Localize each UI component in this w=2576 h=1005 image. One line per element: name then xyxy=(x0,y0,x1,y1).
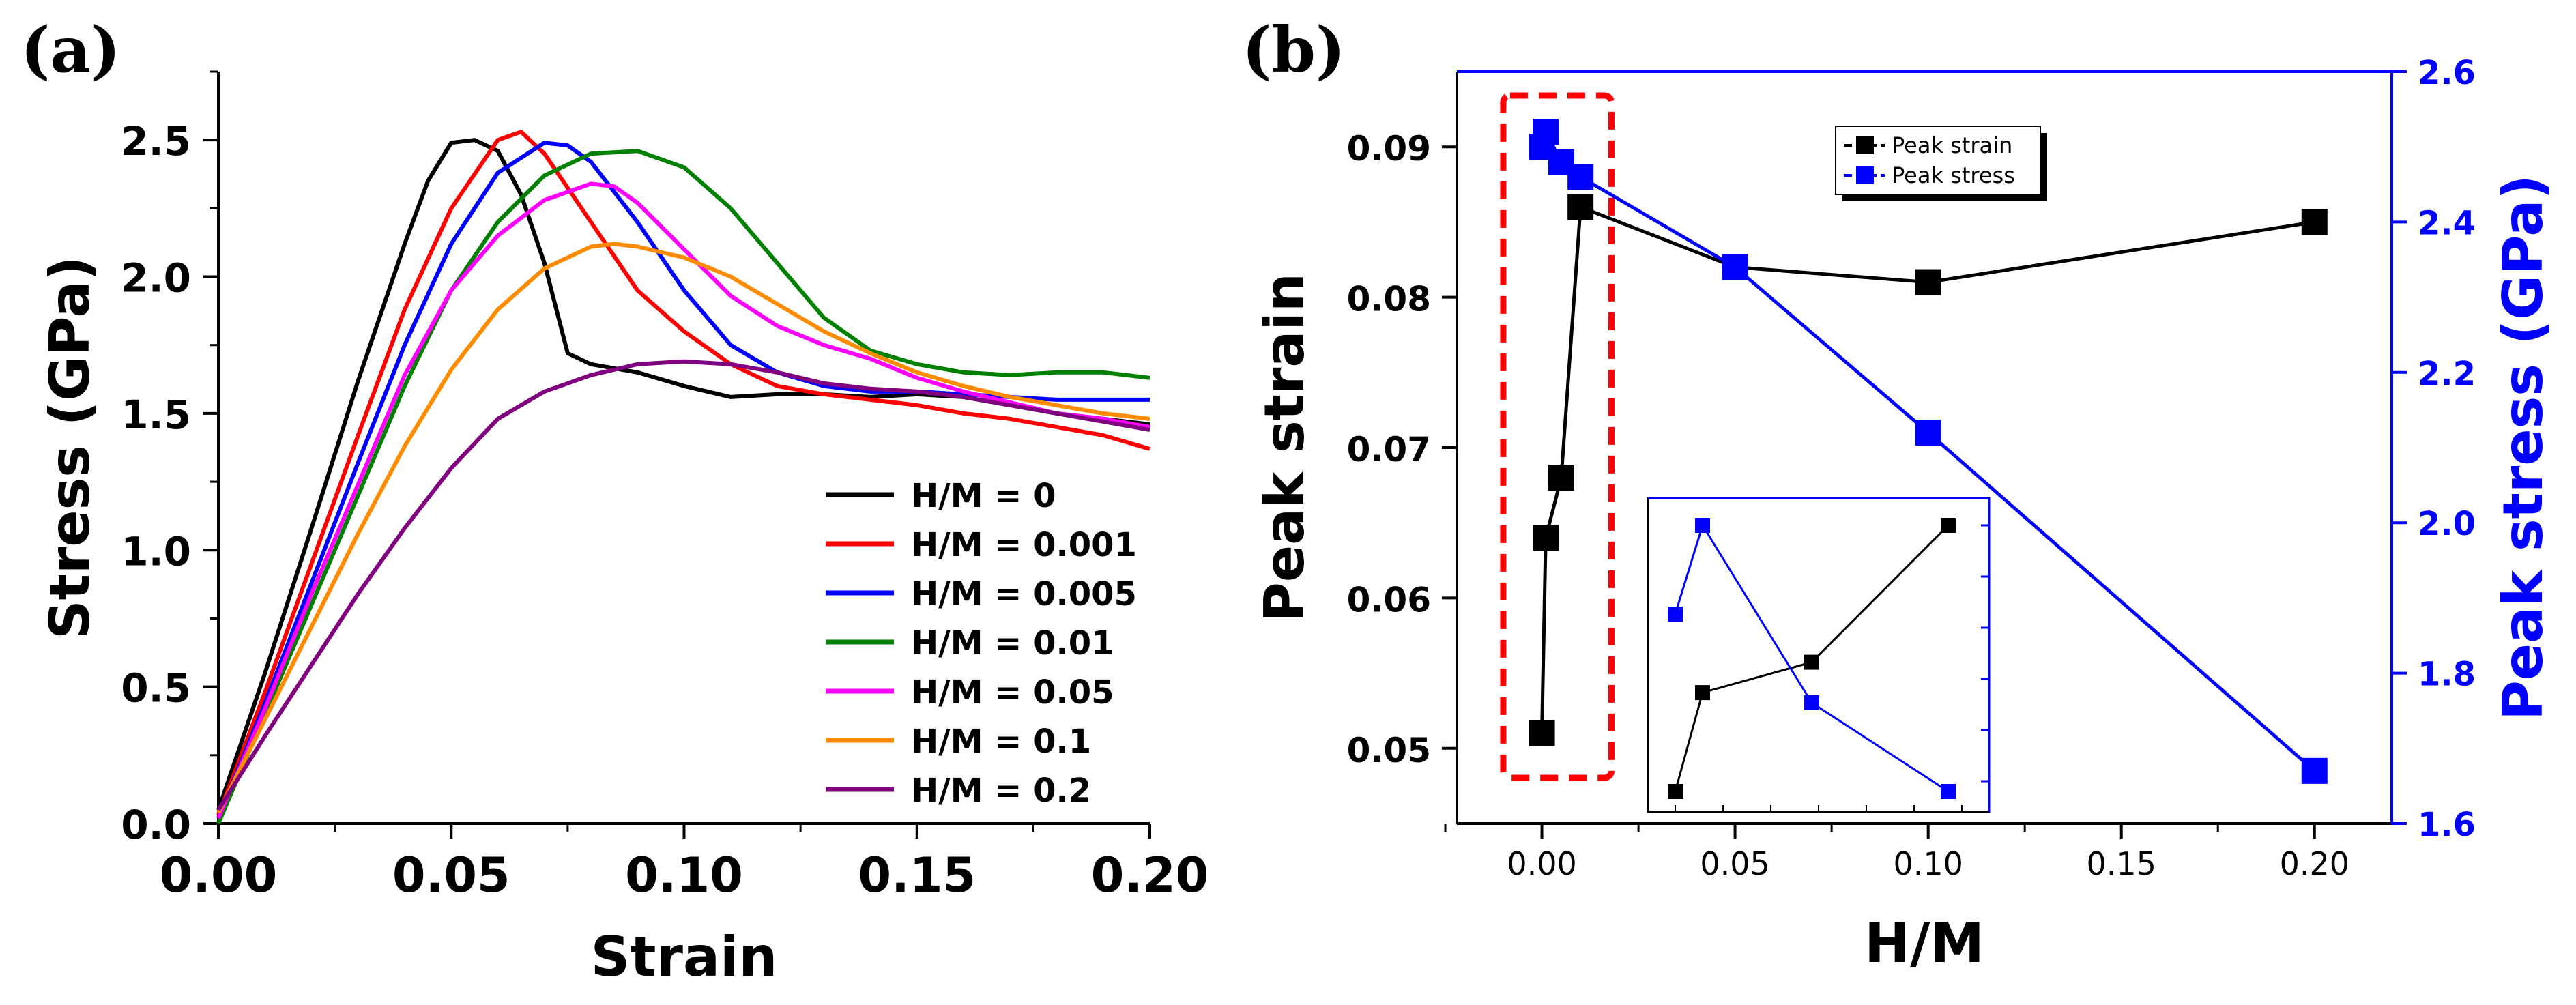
left-y-tick-label: 0.06 xyxy=(1347,580,1431,620)
series-marker xyxy=(1533,525,1559,551)
left-y-tick-label: 0.09 xyxy=(1347,129,1431,169)
series-marker xyxy=(2301,757,2328,784)
series-marker xyxy=(1567,164,1594,190)
x-axis-title: Strain xyxy=(591,925,778,989)
series-marker xyxy=(1567,194,1594,220)
left-y-tick-label: 0.07 xyxy=(1347,430,1431,469)
x-tick-label: 0.05 xyxy=(1700,845,1769,882)
x-tick-label: 0.10 xyxy=(625,847,743,903)
inset-series-line xyxy=(1674,523,1949,793)
series-line xyxy=(216,149,1150,825)
series-marker xyxy=(1722,254,1748,280)
series-line xyxy=(216,242,1150,814)
legend-label: H/M = 0.01 xyxy=(911,624,1114,662)
y-tick-label: 1.0 xyxy=(121,528,191,574)
left-y-tick-label: 0.05 xyxy=(1347,731,1431,770)
y-tick-label: 2.0 xyxy=(121,255,191,302)
x-tick-label: 0.00 xyxy=(1507,845,1576,882)
legend-swatch-marker xyxy=(1856,136,1874,154)
x-axis-title: H/M xyxy=(1864,912,1984,975)
x-tick-label: 0.10 xyxy=(1893,845,1963,882)
panel-b-label: (b) xyxy=(1242,13,1345,87)
right-y-tick-label: 2.0 xyxy=(2418,505,2476,543)
legend-label: H/M = 0.001 xyxy=(911,526,1137,564)
right-y-tick-label: 2.4 xyxy=(2418,204,2476,242)
stress-strain-chart: 0.00 0.05 0.10 0.15 0.20 0.0 0.5 1.0 1.5 2.0 2.5 St… xyxy=(38,70,1209,989)
x-tick-label: 0.15 xyxy=(2087,845,2156,882)
inset-marker xyxy=(1804,695,1819,710)
peak-values-chart: 0.00 0.05 0.10 0.15 0.20 0.05 0.06 0.07 0.08 0.09… xyxy=(1253,54,2555,975)
x-tick-label: 0.20 xyxy=(1091,847,1209,903)
x-tick-label: 0.15 xyxy=(858,847,976,903)
legend-label: H/M = 0 xyxy=(911,477,1056,515)
legend-label: H/M = 0.05 xyxy=(911,673,1114,712)
legend-swatch-marker xyxy=(1856,166,1874,184)
inset-marker xyxy=(1804,654,1819,670)
inset-marker xyxy=(1668,607,1683,622)
series-marker xyxy=(1915,269,1941,295)
series-marker xyxy=(1529,720,1555,746)
left-y-axis-title: Peak strain xyxy=(1253,273,1316,622)
series-marker xyxy=(1533,119,1559,145)
x-tick-label: 0.20 xyxy=(2280,845,2349,882)
legend-label: H/M = 0.1 xyxy=(911,723,1091,761)
x-tick-label: 0.05 xyxy=(392,847,510,903)
series-marker xyxy=(2301,209,2328,235)
y-axis-title: Stress (GPa) xyxy=(38,256,102,639)
y-tick-label: 0.5 xyxy=(121,665,191,712)
inset-series-line xyxy=(1674,524,1950,792)
inset-marker xyxy=(1941,518,1956,533)
right-y-tick-label: 1.8 xyxy=(2418,656,2476,694)
series-line xyxy=(216,359,1150,811)
right-y-tick-label: 1.6 xyxy=(2418,806,2476,844)
legend-label: H/M = 0.005 xyxy=(911,575,1137,613)
inset-marker xyxy=(1695,685,1710,701)
series-marker xyxy=(1548,465,1574,491)
y-tick-label: 0.0 xyxy=(121,802,191,848)
x-tick-label: 0.00 xyxy=(160,847,278,903)
right-y-tick-label: 2.6 xyxy=(2418,54,2476,92)
inset-marker xyxy=(1695,518,1710,533)
left-y-tick-label: 0.08 xyxy=(1347,280,1431,319)
panel-a-label: (a) xyxy=(20,13,121,87)
y-tick-label: 1.5 xyxy=(121,392,191,438)
legend-label: Peak stress xyxy=(1892,162,2015,188)
series-marker xyxy=(1915,419,1941,446)
highlight-box xyxy=(1500,92,1615,781)
legend-label: H/M = 0.2 xyxy=(911,772,1091,810)
inset-marker xyxy=(1668,784,1683,799)
right-y-tick-label: 2.2 xyxy=(2418,355,2476,393)
series-line xyxy=(216,130,1150,817)
right-y-axis-title: Peak stress (GPa) xyxy=(2491,175,2555,720)
inset-marker xyxy=(1941,784,1956,799)
legend-label: Peak strain xyxy=(1892,132,2012,158)
y-tick-label: 2.5 xyxy=(121,118,191,164)
series-line xyxy=(216,181,1150,819)
